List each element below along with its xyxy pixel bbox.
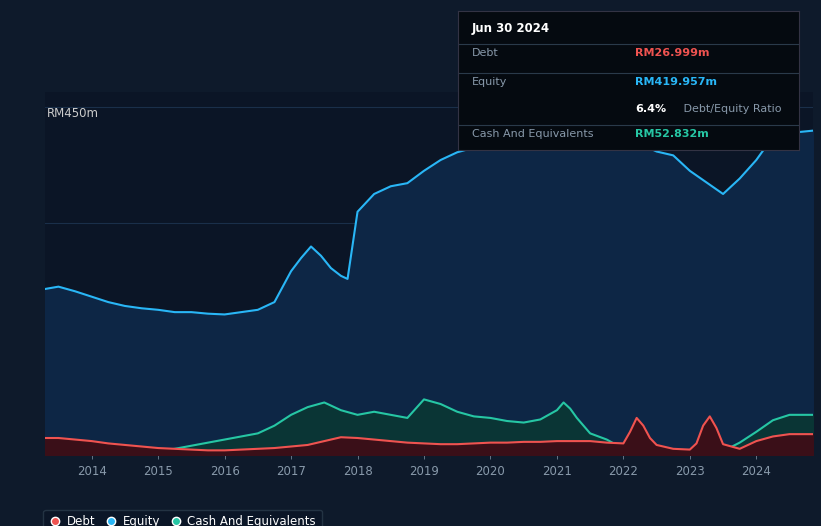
Text: Cash And Equivalents: Cash And Equivalents	[472, 129, 594, 139]
Text: RM52.832m: RM52.832m	[635, 129, 709, 139]
Text: 6.4%: 6.4%	[635, 104, 667, 114]
Text: RM419.957m: RM419.957m	[635, 77, 718, 87]
Legend: Debt, Equity, Cash And Equivalents: Debt, Equity, Cash And Equivalents	[44, 510, 322, 526]
Text: RM26.999m: RM26.999m	[635, 48, 710, 58]
Text: Debt/Equity Ratio: Debt/Equity Ratio	[680, 104, 781, 114]
Text: Equity: Equity	[472, 77, 507, 87]
Text: RM450m: RM450m	[47, 107, 99, 119]
Text: Debt: Debt	[472, 48, 498, 58]
Text: Jun 30 2024: Jun 30 2024	[472, 22, 550, 35]
Text: RM0: RM0	[47, 440, 72, 453]
